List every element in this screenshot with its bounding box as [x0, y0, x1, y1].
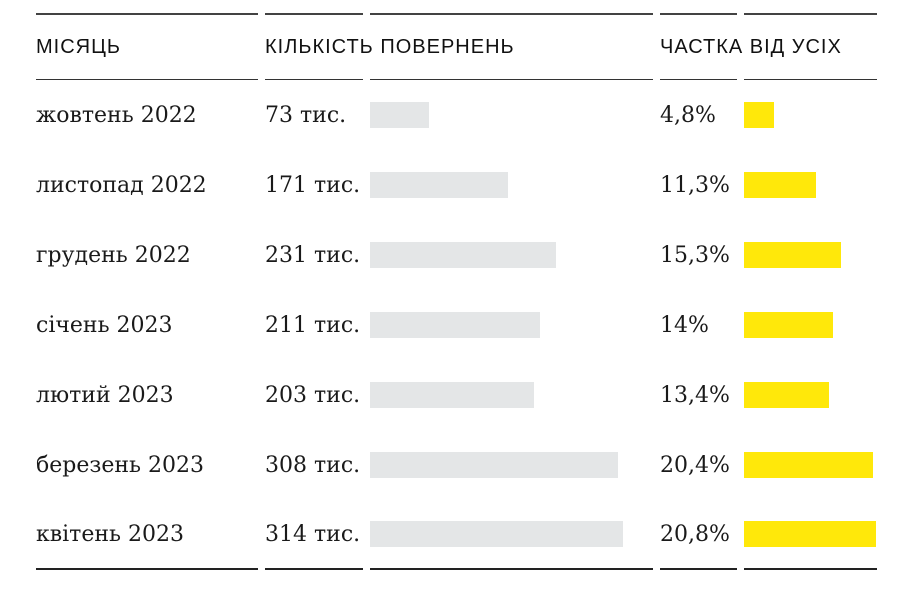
share-cell: 14%	[660, 290, 737, 360]
share-bar-cell	[744, 220, 877, 290]
share-cell: 4,8%	[660, 80, 737, 150]
share-bar	[744, 382, 829, 408]
count-cell: 231 тис.	[265, 220, 363, 290]
count-value: 314 тис.	[265, 521, 361, 547]
share-value: 20,8%	[660, 521, 730, 547]
count-bar	[370, 382, 534, 408]
share-bar	[744, 312, 833, 338]
share-cell: 11,3%	[660, 150, 737, 220]
count-bar	[370, 312, 540, 338]
header-cell-count-bar	[370, 13, 653, 80]
share-bar-cell	[744, 80, 877, 150]
share-bar	[744, 521, 876, 547]
header-month-label: МІСЯЦЬ	[36, 35, 122, 58]
table-row: листопад 2022 171 тис. 11,3%	[36, 150, 877, 220]
month-cell: лютий 2023	[36, 360, 258, 430]
share-bar-cell	[744, 360, 877, 430]
count-bar-cell	[370, 80, 653, 150]
share-cell: 20,8%	[660, 500, 737, 570]
month-label: лютий 2023	[36, 382, 174, 408]
count-value: 203 тис.	[265, 382, 361, 408]
month-label: січень 2023	[36, 312, 173, 338]
count-cell: 314 тис.	[265, 500, 363, 570]
count-value: 171 тис.	[265, 172, 361, 198]
count-bar	[370, 102, 429, 128]
month-cell: березень 2023	[36, 430, 258, 500]
share-cell: 20,4%	[660, 430, 737, 500]
header-cell-share-bar	[744, 13, 877, 80]
count-value: 231 тис.	[265, 242, 361, 268]
table-row: лютий 2023 203 тис. 13,4%	[36, 360, 877, 430]
share-value: 11,3%	[660, 172, 730, 198]
share-bar-cell	[744, 430, 877, 500]
month-cell: квітень 2023	[36, 500, 258, 570]
count-value: 308 тис.	[265, 452, 361, 478]
count-bar-cell	[370, 150, 653, 220]
count-bar-cell	[370, 430, 653, 500]
count-cell: 171 тис.	[265, 150, 363, 220]
count-cell: 211 тис.	[265, 290, 363, 360]
share-value: 14%	[660, 312, 709, 338]
table-row: квітень 2023 314 тис. 20,8%	[36, 500, 877, 570]
count-bar	[370, 242, 556, 268]
count-bar-cell	[370, 220, 653, 290]
share-bar	[744, 172, 816, 198]
count-bar-cell	[370, 500, 653, 570]
share-bar	[744, 102, 774, 128]
header-cell-month: МІСЯЦЬ	[36, 13, 258, 80]
month-cell: жовтень 2022	[36, 80, 258, 150]
table-header-row: МІСЯЦЬ КІЛЬКІСТЬ ПОВЕРНЕНЬ ЧАСТКА ВІД УС…	[36, 13, 877, 80]
month-label: жовтень 2022	[36, 102, 197, 128]
month-label: квітень 2023	[36, 521, 184, 547]
count-cell: 73 тис.	[265, 80, 363, 150]
count-bar-cell	[370, 290, 653, 360]
share-cell: 13,4%	[660, 360, 737, 430]
share-value: 15,3%	[660, 242, 730, 268]
share-bar	[744, 242, 841, 268]
table-row: березень 2023 308 тис. 20,4%	[36, 430, 877, 500]
month-label: березень 2023	[36, 452, 205, 478]
count-bar	[370, 521, 623, 547]
share-bar-cell	[744, 500, 877, 570]
share-bar-cell	[744, 150, 877, 220]
month-label: грудень 2022	[36, 242, 191, 268]
share-cell: 15,3%	[660, 220, 737, 290]
table-row: грудень 2022 231 тис. 15,3%	[36, 220, 877, 290]
count-cell: 203 тис.	[265, 360, 363, 430]
share-bar-cell	[744, 290, 877, 360]
header-count-label: КІЛЬКІСТЬ ПОВЕРНЕНЬ	[265, 35, 515, 58]
table-row: січень 2023 211 тис. 14%	[36, 290, 877, 360]
month-cell: грудень 2022	[36, 220, 258, 290]
table-row: жовтень 2022 73 тис. 4,8%	[36, 80, 877, 150]
count-value: 73 тис.	[265, 102, 347, 128]
table-body: жовтень 2022 73 тис. 4,8% листопад 2022 …	[36, 80, 877, 570]
share-value: 13,4%	[660, 382, 730, 408]
month-cell: листопад 2022	[36, 150, 258, 220]
count-bar	[370, 172, 508, 198]
header-share-label: ЧАСТКА ВІД УСІХ	[660, 35, 842, 58]
header-cell-share: ЧАСТКА ВІД УСІХ	[660, 13, 841, 80]
count-value: 211 тис.	[265, 312, 361, 338]
share-bar	[744, 452, 873, 478]
month-cell: січень 2023	[36, 290, 258, 360]
share-value: 20,4%	[660, 452, 730, 478]
count-cell: 308 тис.	[265, 430, 363, 500]
share-value: 4,8%	[660, 102, 716, 128]
count-bar-cell	[370, 360, 653, 430]
header-cell-count: КІЛЬКІСТЬ ПОВЕРНЕНЬ	[265, 13, 514, 80]
month-label: листопад 2022	[36, 172, 207, 198]
count-bar	[370, 452, 618, 478]
